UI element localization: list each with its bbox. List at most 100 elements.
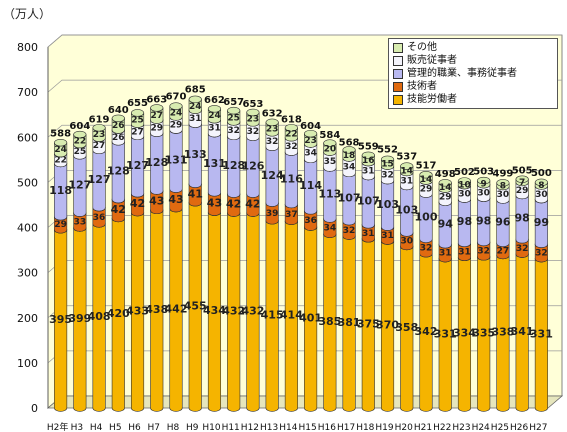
data-label: 37 [285, 210, 298, 220]
total-label: 588 [50, 128, 71, 139]
data-label: 39 [266, 209, 279, 219]
total-label: 584 [319, 130, 340, 141]
data-label: 32 [247, 127, 260, 137]
data-label: 31 [189, 114, 202, 124]
data-label: 31 [401, 176, 414, 186]
data-label: 31 [362, 167, 375, 177]
data-label: 29 [170, 120, 183, 130]
data-label: 30 [458, 189, 471, 199]
data-label: 26 [112, 133, 125, 143]
legend-item: 技能労働者 [393, 93, 553, 106]
legend-swatch [393, 56, 403, 66]
data-label: 32 [266, 137, 279, 147]
x-tick-label: H12 [241, 423, 259, 432]
x-tick-label: H27 [529, 423, 547, 432]
legend-label: 技術者 [407, 80, 437, 93]
total-label: 559 [358, 141, 379, 152]
data-label: 14 [439, 183, 452, 193]
x-tick-label: H8 [167, 423, 180, 432]
x-tick-label: H22 [433, 423, 451, 432]
data-label: 42 [226, 198, 241, 211]
data-label: 29 [54, 220, 67, 230]
data-label: 32 [535, 248, 548, 258]
total-label: 632 [262, 108, 283, 119]
data-label: 36 [304, 216, 317, 226]
data-label: 15 [381, 160, 394, 170]
legend-item: その他 [393, 41, 553, 54]
x-tick-label: H7 [148, 423, 161, 432]
data-label: 100 [415, 211, 438, 224]
total-label: 537 [396, 151, 417, 162]
data-label: 25 [74, 147, 87, 157]
data-label: 30 [477, 188, 490, 198]
data-label: 96 [495, 216, 511, 229]
x-tick-label: H13 [260, 423, 278, 432]
data-label: 43 [149, 195, 164, 208]
legend-item: 販売従事者 [393, 54, 553, 67]
x-tick-label: H26 [510, 423, 528, 432]
x-tick-label: H9 [186, 423, 199, 432]
y-tick-label: 300 [17, 267, 38, 280]
y-tick-label: 100 [17, 357, 38, 370]
data-label: 26 [112, 121, 125, 131]
data-label: 42 [111, 203, 126, 216]
data-label: 30 [401, 237, 414, 247]
data-label: 25 [131, 116, 144, 126]
data-label: 20 [324, 145, 337, 155]
total-label: 499 [492, 168, 513, 179]
data-label: 10 [458, 180, 471, 190]
x-tick-label: H18 [356, 423, 374, 432]
data-label: 30 [535, 190, 548, 200]
x-tick-label: H16 [318, 423, 336, 432]
x-tick-label: H14 [279, 423, 297, 432]
total-label: 619 [89, 114, 110, 125]
total-label: 505 [512, 166, 533, 177]
data-label: 27 [151, 111, 164, 121]
total-label: 503 [473, 167, 494, 178]
total-label: 663 [146, 94, 167, 105]
legend-swatch [393, 82, 403, 92]
total-label: 657 [223, 97, 244, 108]
y-tick-label: 400 [17, 222, 38, 235]
x-tick-label: H17 [337, 423, 355, 432]
x-tick-label: H6 [128, 423, 141, 432]
total-label: 502 [454, 167, 475, 178]
legend-swatch [393, 95, 403, 105]
data-label: 42 [130, 197, 145, 210]
total-label: 655 [127, 98, 148, 109]
total-label: 552 [377, 145, 398, 156]
data-label: 32 [343, 226, 356, 236]
data-label: 32 [227, 126, 240, 136]
y-tick-label: 800 [17, 41, 38, 54]
x-tick-label: H11 [222, 423, 240, 432]
data-label: 98 [476, 214, 491, 227]
data-label: 42 [245, 198, 260, 211]
total-label: 568 [339, 137, 360, 148]
data-label: 22 [74, 137, 87, 147]
x-tick-label: H24 [472, 423, 490, 432]
x-tick-label: H20 [395, 423, 413, 432]
data-label: 8 [500, 182, 506, 192]
data-label: 34 [343, 163, 356, 173]
total-label: 653 [242, 99, 263, 110]
data-label: 14 [401, 166, 414, 176]
data-label: 34 [324, 224, 337, 234]
data-label: 32 [381, 170, 394, 180]
total-label: 662 [204, 95, 225, 106]
data-label: 36 [93, 213, 106, 223]
y-tick-label: 500 [17, 176, 38, 189]
data-label: 331 [530, 327, 553, 340]
x-tick-label: H4 [90, 423, 103, 432]
data-label: 32 [477, 247, 490, 257]
data-label: 30 [497, 190, 510, 200]
y-tick-label: 700 [17, 86, 38, 99]
legend: その他 販売従事者 管理的職業、事務従事者 技術者 技能労働者 [388, 38, 558, 109]
data-label: 32 [420, 243, 433, 253]
data-label: 29 [151, 124, 164, 134]
data-label: 7 [519, 178, 525, 188]
data-label: 23 [247, 115, 260, 125]
legend-item: 管理的職業、事務従事者 [393, 67, 553, 80]
data-label: 24 [54, 145, 67, 155]
data-label: 24 [208, 111, 221, 121]
x-tick-label: H19 [375, 423, 393, 432]
